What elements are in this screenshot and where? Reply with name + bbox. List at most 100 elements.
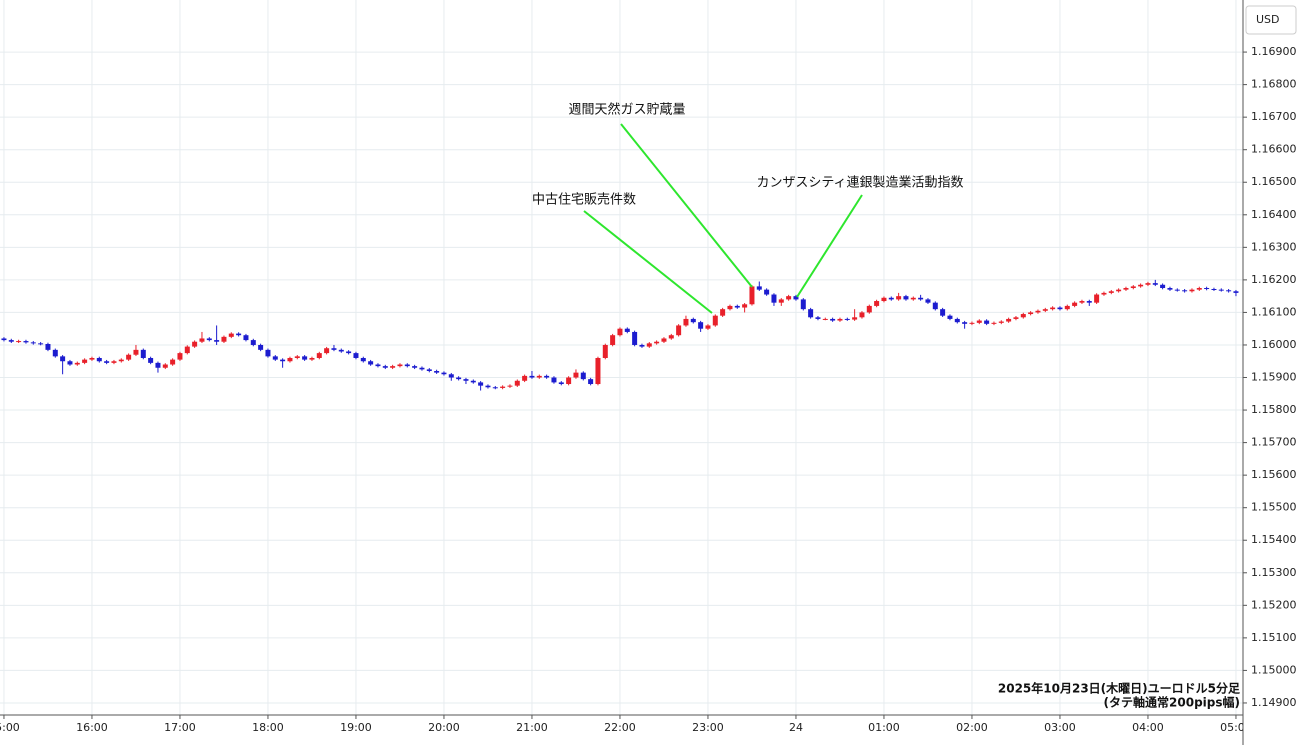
candle-body bbox=[639, 344, 645, 347]
candle-body bbox=[126, 354, 132, 360]
caption: (タテ軸通常200pips幅) bbox=[1104, 695, 1240, 710]
grid bbox=[0, 0, 1243, 715]
candle-body bbox=[1204, 288, 1210, 290]
candle-body bbox=[786, 296, 792, 300]
candle-body bbox=[23, 341, 29, 343]
candle-body bbox=[742, 304, 748, 308]
candle-body bbox=[353, 353, 359, 358]
candle-body bbox=[676, 325, 682, 336]
candle-body bbox=[324, 348, 330, 354]
candle-body bbox=[514, 380, 520, 386]
candle-body bbox=[573, 372, 579, 378]
y-tick-label: 1.16500 bbox=[1251, 175, 1297, 188]
candle-body bbox=[60, 356, 66, 362]
candles bbox=[1, 279, 1239, 391]
candle-body bbox=[544, 375, 550, 378]
y-tick-label: 1.15300 bbox=[1251, 566, 1297, 579]
candle-body bbox=[412, 366, 418, 368]
candle-body bbox=[507, 385, 513, 387]
candle-body bbox=[654, 341, 660, 344]
candle-body bbox=[419, 367, 425, 370]
candle-body bbox=[617, 328, 623, 336]
candle-body bbox=[925, 299, 931, 303]
candle-body bbox=[1013, 317, 1019, 319]
candle-body bbox=[448, 374, 454, 378]
candle-body bbox=[624, 328, 630, 332]
candle-body bbox=[610, 335, 616, 345]
annotation-connector bbox=[583, 210, 713, 314]
y-tick-label: 1.15800 bbox=[1251, 403, 1297, 416]
y-tick-label: 1.15000 bbox=[1251, 663, 1297, 676]
candle-body bbox=[463, 379, 469, 381]
candle-body bbox=[302, 356, 308, 360]
candle-body bbox=[602, 344, 608, 358]
y-tick-label: 1.15200 bbox=[1251, 598, 1297, 611]
candle-body bbox=[830, 318, 836, 321]
candle-body bbox=[192, 341, 198, 347]
candle-body bbox=[8, 340, 14, 342]
candle-body bbox=[500, 386, 506, 388]
candle-body bbox=[1072, 302, 1078, 306]
candle-body bbox=[148, 357, 154, 363]
candle-body bbox=[1079, 301, 1085, 303]
candle-body bbox=[38, 343, 44, 345]
candle-body bbox=[206, 338, 212, 341]
y-tick-label: 1.15900 bbox=[1251, 371, 1297, 384]
candle-body bbox=[1138, 284, 1144, 287]
candle-body bbox=[45, 343, 51, 350]
candle-body bbox=[1174, 289, 1180, 291]
candle-body bbox=[331, 348, 337, 350]
candle-body bbox=[881, 297, 887, 302]
candle-body bbox=[1152, 283, 1158, 285]
candle-body bbox=[793, 296, 799, 300]
candle-body bbox=[1189, 289, 1195, 292]
candle-body bbox=[529, 375, 535, 378]
candle-body bbox=[1020, 314, 1026, 318]
candle-body bbox=[808, 309, 814, 318]
candle-body bbox=[1108, 291, 1114, 293]
currency-label: USD bbox=[1256, 13, 1280, 26]
candle-body bbox=[1028, 312, 1034, 315]
annotation: 中古住宅販売件数 bbox=[532, 192, 636, 208]
candle-body bbox=[1086, 301, 1092, 303]
candle-body bbox=[896, 296, 902, 300]
candle-body bbox=[962, 322, 968, 324]
x-tick-label: 05:00 bbox=[1220, 721, 1252, 734]
candle-body bbox=[470, 380, 476, 383]
candle-body bbox=[866, 305, 872, 313]
candle-body bbox=[932, 302, 938, 310]
candle-body bbox=[382, 366, 388, 368]
currency-box bbox=[1245, 5, 1297, 35]
candle-body bbox=[1160, 284, 1166, 289]
x-tick-label: 01:00 bbox=[868, 721, 900, 734]
candle-body bbox=[287, 357, 293, 362]
candle-body bbox=[522, 375, 528, 381]
candle-body bbox=[441, 372, 447, 375]
candle-body bbox=[595, 357, 601, 385]
candle-body bbox=[698, 322, 704, 329]
candle-body bbox=[346, 351, 352, 354]
candle-body bbox=[375, 364, 381, 367]
candle-body bbox=[580, 372, 586, 380]
candle-body bbox=[764, 289, 770, 295]
candle-body bbox=[976, 320, 982, 323]
y-tick-label: 1.14900 bbox=[1251, 696, 1297, 709]
candle-body bbox=[749, 286, 755, 305]
candle-body bbox=[184, 346, 190, 354]
candle-body bbox=[1057, 307, 1063, 310]
candle-body bbox=[800, 299, 806, 310]
candle-body bbox=[903, 296, 909, 300]
candle-body bbox=[771, 294, 777, 303]
candle-body bbox=[874, 301, 880, 306]
candle-body bbox=[250, 340, 256, 345]
candle-body bbox=[390, 366, 396, 368]
y-tick-label: 1.16300 bbox=[1251, 240, 1297, 253]
candle-body bbox=[588, 379, 594, 385]
candle-body bbox=[170, 359, 176, 365]
candle-body bbox=[1094, 294, 1100, 303]
candle-body bbox=[837, 318, 843, 321]
candle-body bbox=[309, 357, 315, 360]
candle-body bbox=[1006, 318, 1012, 322]
candle-body bbox=[258, 344, 264, 350]
